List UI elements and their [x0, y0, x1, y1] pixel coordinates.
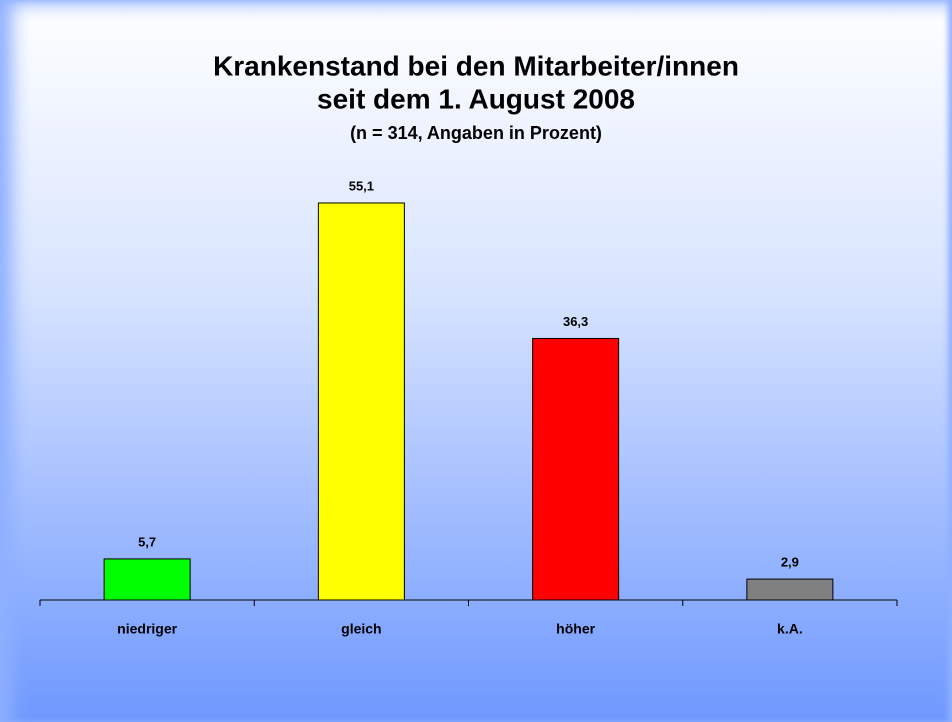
bar: [103, 558, 191, 601]
data-label: 36,3: [563, 314, 588, 329]
chart-title: Krankenstand bei den Mitarbeiter/innen: [213, 50, 739, 81]
bar: [317, 202, 405, 601]
x-tick-label: k.A.: [777, 621, 803, 637]
bar: [746, 578, 834, 601]
data-label: 5,7: [138, 534, 156, 549]
data-label: 2,9: [781, 555, 799, 570]
x-tick-label: gleich: [341, 621, 381, 637]
x-tick-label: niedriger: [117, 621, 177, 637]
chart-title: seit dem 1. August 2008: [317, 83, 635, 114]
bar: [532, 337, 620, 601]
chart-subtitle: (n = 314, Angaben in Prozent): [350, 123, 602, 143]
x-tick-label: höher: [556, 621, 595, 637]
data-label: 55,1: [349, 178, 374, 193]
